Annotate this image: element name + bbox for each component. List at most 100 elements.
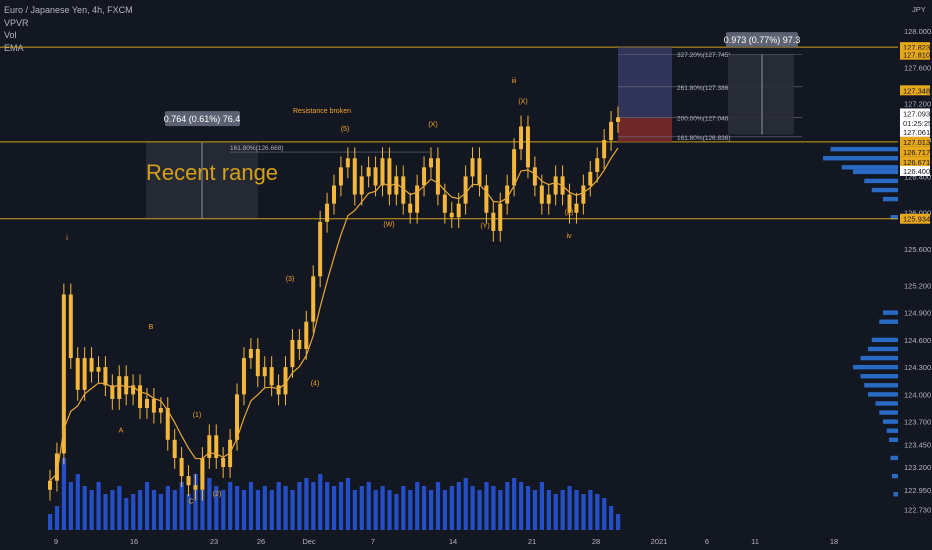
candle-body bbox=[449, 212, 454, 218]
volume-bar bbox=[512, 478, 517, 530]
volume-bar bbox=[283, 486, 288, 530]
price-label: 126.671 bbox=[903, 158, 930, 167]
volume-bar bbox=[484, 482, 489, 530]
candle-body bbox=[304, 321, 309, 349]
date-tick-label: 7 bbox=[371, 537, 375, 546]
volume-bar bbox=[103, 494, 108, 530]
volume-bar bbox=[532, 490, 538, 530]
price-tick-label: 122.730 bbox=[904, 506, 931, 515]
candle-body bbox=[193, 485, 198, 490]
date-tick-label: 2021 bbox=[651, 537, 668, 546]
candle-body bbox=[124, 376, 129, 395]
volume-bar bbox=[380, 486, 385, 530]
wave-label: iv bbox=[566, 233, 572, 240]
price-label: 127.093 bbox=[903, 109, 930, 118]
volume-bar bbox=[574, 490, 579, 530]
volume-profile-bar bbox=[886, 428, 898, 433]
volume-bar bbox=[276, 482, 281, 530]
date-tick-label: 28 bbox=[592, 537, 600, 546]
volume-bar bbox=[179, 482, 184, 530]
price-label: 127.061 bbox=[903, 128, 930, 137]
volume-bar bbox=[297, 482, 302, 530]
price-tick-label: 123.450 bbox=[904, 440, 931, 449]
volume-bar bbox=[595, 494, 600, 530]
volume-profile-bar bbox=[864, 383, 898, 388]
date-tick-label: 14 bbox=[449, 537, 457, 546]
candle-body bbox=[519, 126, 524, 150]
volume-bar bbox=[269, 490, 274, 530]
volume-bar bbox=[422, 486, 427, 530]
price-label: 127.810 bbox=[903, 51, 930, 60]
candle-body bbox=[138, 385, 143, 409]
volume-bar bbox=[172, 490, 177, 530]
volume-bar bbox=[602, 498, 607, 530]
candle-body bbox=[588, 171, 593, 186]
volume-bar bbox=[158, 494, 164, 530]
volume-profile-bar bbox=[893, 492, 898, 497]
candle-body bbox=[283, 367, 288, 395]
candle-body bbox=[158, 408, 163, 413]
indicator-vpvr[interactable]: VPVR bbox=[4, 17, 29, 28]
wave-label: (3) bbox=[286, 276, 295, 283]
candle-body bbox=[373, 167, 378, 186]
candle-body bbox=[567, 194, 572, 213]
candle-body bbox=[48, 480, 52, 490]
candle-body bbox=[297, 339, 302, 349]
price-tick-label: 124.000 bbox=[904, 390, 931, 399]
candle-body bbox=[352, 158, 357, 195]
volume-profile-bar bbox=[890, 215, 898, 220]
candle-body bbox=[498, 203, 503, 231]
wave-label: (Z) bbox=[565, 210, 574, 217]
volume-profile-bar bbox=[871, 337, 898, 343]
symbol-title[interactable]: Euro / Japanese Yen, 4h, FXCM bbox=[4, 5, 133, 15]
volume-profile-bar bbox=[868, 346, 898, 352]
candle-body bbox=[172, 439, 177, 458]
volume-bar bbox=[138, 490, 143, 530]
candle-body bbox=[394, 176, 399, 195]
volume-bar bbox=[228, 482, 233, 530]
candle-body bbox=[75, 358, 80, 390]
candle-body bbox=[345, 158, 350, 168]
volume-bar bbox=[151, 490, 157, 530]
price-tick-label: 123.200 bbox=[904, 463, 931, 472]
volume-bar bbox=[255, 490, 261, 530]
wave-label: (Y) bbox=[480, 223, 489, 230]
wave-label: (2) bbox=[213, 491, 222, 498]
volume-bar bbox=[48, 514, 53, 530]
volume-bar bbox=[435, 482, 441, 530]
volume-bar bbox=[54, 506, 60, 530]
candle-body bbox=[110, 385, 115, 399]
candle-body bbox=[602, 140, 607, 159]
candle-body bbox=[532, 167, 537, 186]
candle-body bbox=[318, 221, 323, 277]
price-tick-label: 127.600 bbox=[904, 63, 931, 72]
candle-body bbox=[269, 367, 274, 386]
price-label-bg bbox=[900, 146, 930, 157]
price-tick-label: 123.700 bbox=[904, 418, 931, 427]
indicator-vol[interactable]: Vol bbox=[4, 30, 17, 40]
fib-level-label: 327.20%(127.745) bbox=[677, 52, 731, 59]
volume-bar bbox=[75, 474, 80, 530]
volume-bar bbox=[463, 478, 468, 530]
volume-profile-bar bbox=[860, 355, 898, 361]
volume-bar bbox=[456, 482, 461, 530]
candle-body bbox=[151, 398, 156, 413]
candle-body bbox=[525, 126, 530, 168]
price-tick-label: 128.000 bbox=[904, 27, 931, 36]
fib-target-zone bbox=[618, 47, 672, 118]
volume-bar bbox=[539, 482, 545, 530]
range-measure-badge bbox=[165, 111, 240, 127]
candle-body bbox=[442, 194, 447, 213]
date-tick-label: Dec bbox=[302, 537, 316, 546]
volume-bar bbox=[345, 478, 351, 530]
volume-bar bbox=[332, 486, 337, 530]
volume-bar bbox=[311, 482, 316, 530]
wave-label: (X) bbox=[428, 121, 437, 128]
volume-bar bbox=[214, 486, 219, 530]
candle-body bbox=[470, 158, 475, 177]
volume-bar bbox=[525, 486, 531, 530]
candle-body bbox=[332, 185, 336, 204]
volume-bar bbox=[616, 514, 621, 530]
date-tick-label: 21 bbox=[528, 537, 536, 546]
